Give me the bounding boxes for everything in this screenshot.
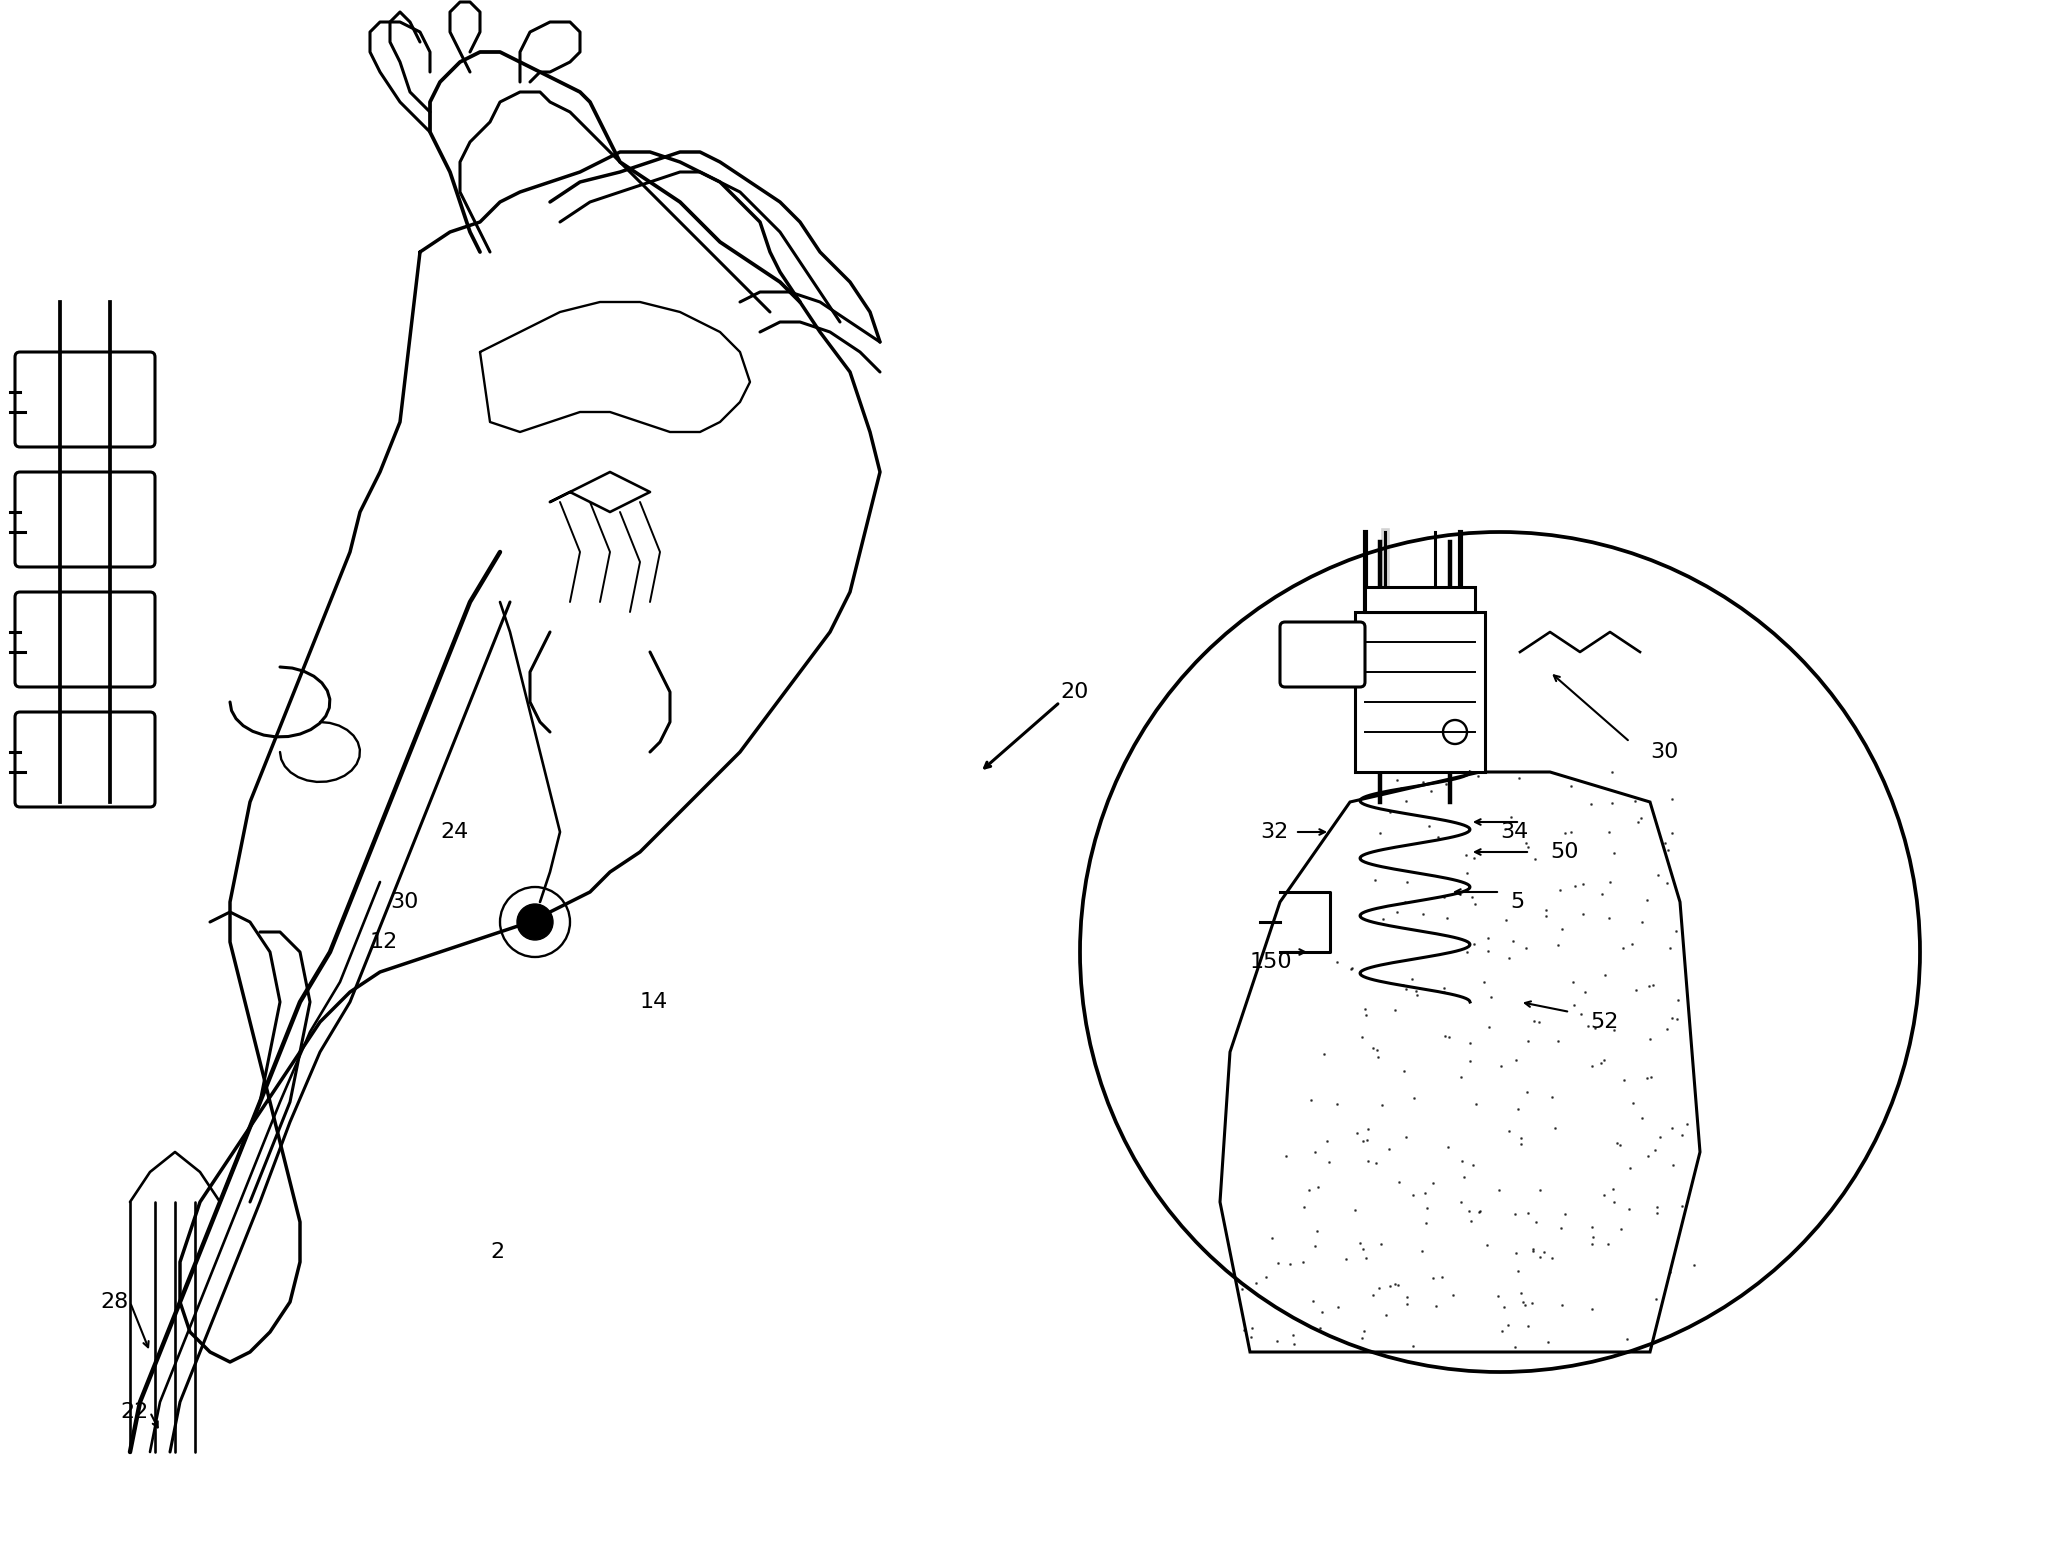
- Bar: [1365, 587, 1475, 611]
- Text: 22: 22: [120, 1401, 149, 1422]
- FancyBboxPatch shape: [15, 712, 155, 807]
- Text: 52: 52: [1589, 1012, 1618, 1032]
- Text: 30: 30: [390, 892, 419, 913]
- Circle shape: [1080, 532, 1921, 1372]
- Text: 5: 5: [1510, 892, 1525, 913]
- Text: 12: 12: [371, 933, 398, 951]
- Text: 28: 28: [99, 1291, 128, 1311]
- FancyBboxPatch shape: [1280, 622, 1365, 688]
- Text: 24: 24: [439, 823, 468, 843]
- Text: 2: 2: [489, 1242, 503, 1262]
- Text: 14: 14: [640, 992, 669, 1012]
- Polygon shape: [1220, 771, 1699, 1352]
- FancyBboxPatch shape: [15, 472, 155, 566]
- FancyBboxPatch shape: [15, 352, 155, 447]
- Bar: [1355, 611, 1486, 771]
- Text: 34: 34: [1500, 823, 1529, 843]
- Text: 30: 30: [1649, 742, 1678, 762]
- Text: 20: 20: [1061, 681, 1088, 702]
- Circle shape: [518, 903, 553, 941]
- Text: 32: 32: [1260, 823, 1289, 843]
- Text: 150: 150: [1249, 951, 1293, 972]
- FancyBboxPatch shape: [15, 591, 155, 688]
- Text: 50: 50: [1550, 843, 1579, 861]
